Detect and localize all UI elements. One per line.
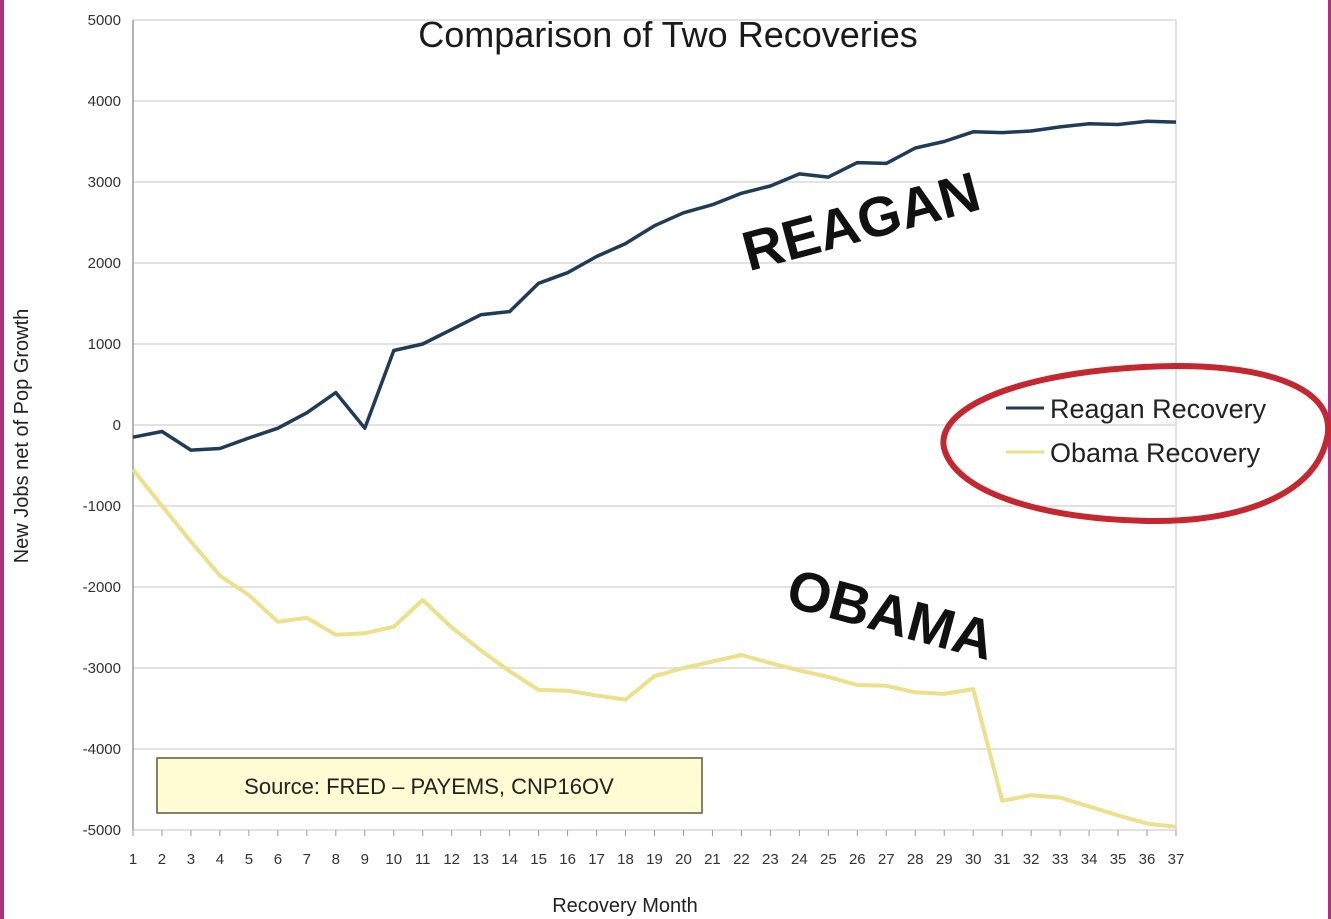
y-tick-label: 4000 [88, 93, 121, 110]
x-tick-label: 33 [1052, 851, 1069, 868]
x-tick-label: 12 [443, 851, 460, 868]
x-tick-label: 28 [907, 851, 924, 868]
series-line-obama-recovery [131, 468, 1177, 829]
x-tick-label: 25 [820, 851, 837, 868]
x-tick-label: 36 [1139, 851, 1156, 868]
x-tick-label: 23 [762, 851, 779, 868]
x-tick-label: 30 [965, 851, 982, 868]
x-tick-label: 20 [675, 851, 692, 868]
x-tick-label: 10 [385, 851, 402, 868]
y-tick-label: -5000 [83, 822, 121, 839]
legend-label-obama: Obama Recovery [1050, 438, 1261, 468]
x-tick-label: 24 [791, 851, 808, 868]
source-box-frame [156, 757, 703, 814]
x-axis-label: Recovery Month [552, 895, 698, 917]
x-tick-label: 8 [332, 851, 340, 868]
x-tick-label: 16 [559, 851, 576, 868]
y-tick-label: -1000 [83, 498, 121, 515]
y-tick-label: 1000 [88, 336, 121, 353]
x-tick-label: 29 [936, 851, 953, 868]
reagan-annotation: REAGAN [736, 159, 987, 283]
y-tick-label: -3000 [83, 660, 121, 677]
y-tick-label: 3000 [88, 174, 121, 191]
x-tick-label: 37 [1168, 851, 1185, 868]
x-tick-label: 5 [245, 851, 253, 868]
source-box: Source: FRED – PAYEMS, CNP16OV [156, 757, 703, 814]
source-text: Source: FRED – PAYEMS, CNP16OV [244, 774, 614, 799]
x-tick-label: 9 [361, 851, 369, 868]
x-tick-label: 7 [303, 851, 311, 868]
x-tick-label: 18 [617, 851, 634, 868]
x-tick-label: 31 [994, 851, 1011, 868]
x-tick-label: 15 [530, 851, 547, 868]
x-tick-label: 22 [733, 851, 750, 868]
gridlines [132, 19, 1177, 831]
x-tick-labels: 1 2 3 4 5 6 7 8 9 10 11 12 13 14 15 16 17 18 19 20 21 22 23 24 2… [129, 830, 1185, 868]
x-tick-label: 17 [588, 851, 605, 868]
x-tick-label: 3 [187, 851, 195, 868]
x-tick-label: 32 [1023, 851, 1040, 868]
x-tick-label: 34 [1081, 851, 1098, 868]
y-tick-label: -4000 [83, 741, 121, 758]
y-tick-label: 2000 [88, 255, 121, 272]
x-tick-label: 6 [274, 851, 282, 868]
x-tick-label: 4 [216, 851, 224, 868]
series-lines [131, 119, 1177, 829]
chart-title: Comparison of Two Recoveries [418, 14, 918, 55]
x-tick-label: 19 [646, 851, 663, 868]
legend: Reagan Recovery Obama Recovery [1006, 394, 1267, 468]
highlight-circle [940, 362, 1331, 525]
series-line-reagan-recovery [132, 119, 1177, 452]
y-axis-label: New Jobs net of Pop Growth [11, 309, 33, 564]
x-tick-label: 13 [472, 851, 489, 868]
legend-label-reagan: Reagan Recovery [1050, 394, 1267, 424]
obama-annotation: OBAMA [781, 556, 1002, 672]
x-tick-label: 35 [1110, 851, 1127, 868]
x-tick-label: 2 [158, 851, 166, 868]
x-tick-label: 21 [704, 851, 721, 868]
x-tick-label: 11 [415, 851, 431, 868]
x-tick-label: 26 [849, 851, 866, 868]
x-tick-label: 27 [878, 851, 895, 868]
x-tick-label: 1 [129, 851, 137, 868]
y-tick-label: -2000 [83, 579, 121, 596]
y-tick-labels: 5000 4000 3000 2000 1000 0 -1000 -2000 -3000 -400… [83, 12, 121, 839]
y-tick-label: 5000 [88, 12, 121, 29]
y-tick-label: 0 [113, 417, 121, 434]
x-tick-label: 14 [501, 851, 518, 868]
